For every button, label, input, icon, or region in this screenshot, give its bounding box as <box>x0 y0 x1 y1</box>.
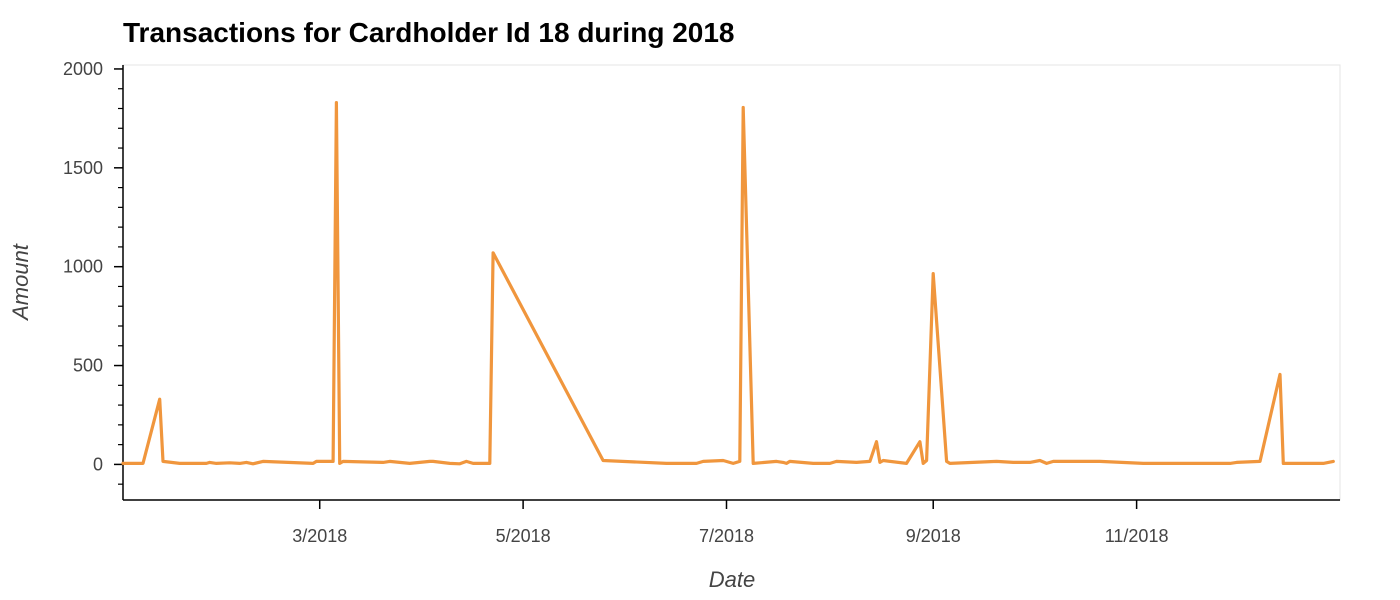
x-tick-label: 9/2018 <box>906 526 961 546</box>
y-tick-label: 1000 <box>63 257 103 277</box>
y-ticks: 0 500 1000 1500 2000 <box>63 59 123 474</box>
x-tick-label: 5/2018 <box>496 526 551 546</box>
x-tick-label: 11/2018 <box>1105 526 1169 546</box>
series-line <box>121 101 1335 466</box>
y-minor-ticks <box>118 88 123 485</box>
x-tick-label: 3/2018 <box>292 526 347 546</box>
y-tick-label: 2000 <box>63 59 103 79</box>
y-tick-label: 0 <box>93 454 103 474</box>
plot-frame <box>122 64 1341 501</box>
chart-title: Transactions for Cardholder Id 18 during… <box>123 17 735 48</box>
y-axis-label: Amount <box>8 243 33 322</box>
x-axis-label: Date <box>709 567 755 592</box>
y-tick-label: 1500 <box>63 158 103 178</box>
y-tick-label: 500 <box>73 356 103 376</box>
x-ticks: 3/2018 5/2018 7/2018 9/2018 11/2018 <box>292 500 1168 546</box>
x-tick-label: 7/2018 <box>699 526 754 546</box>
